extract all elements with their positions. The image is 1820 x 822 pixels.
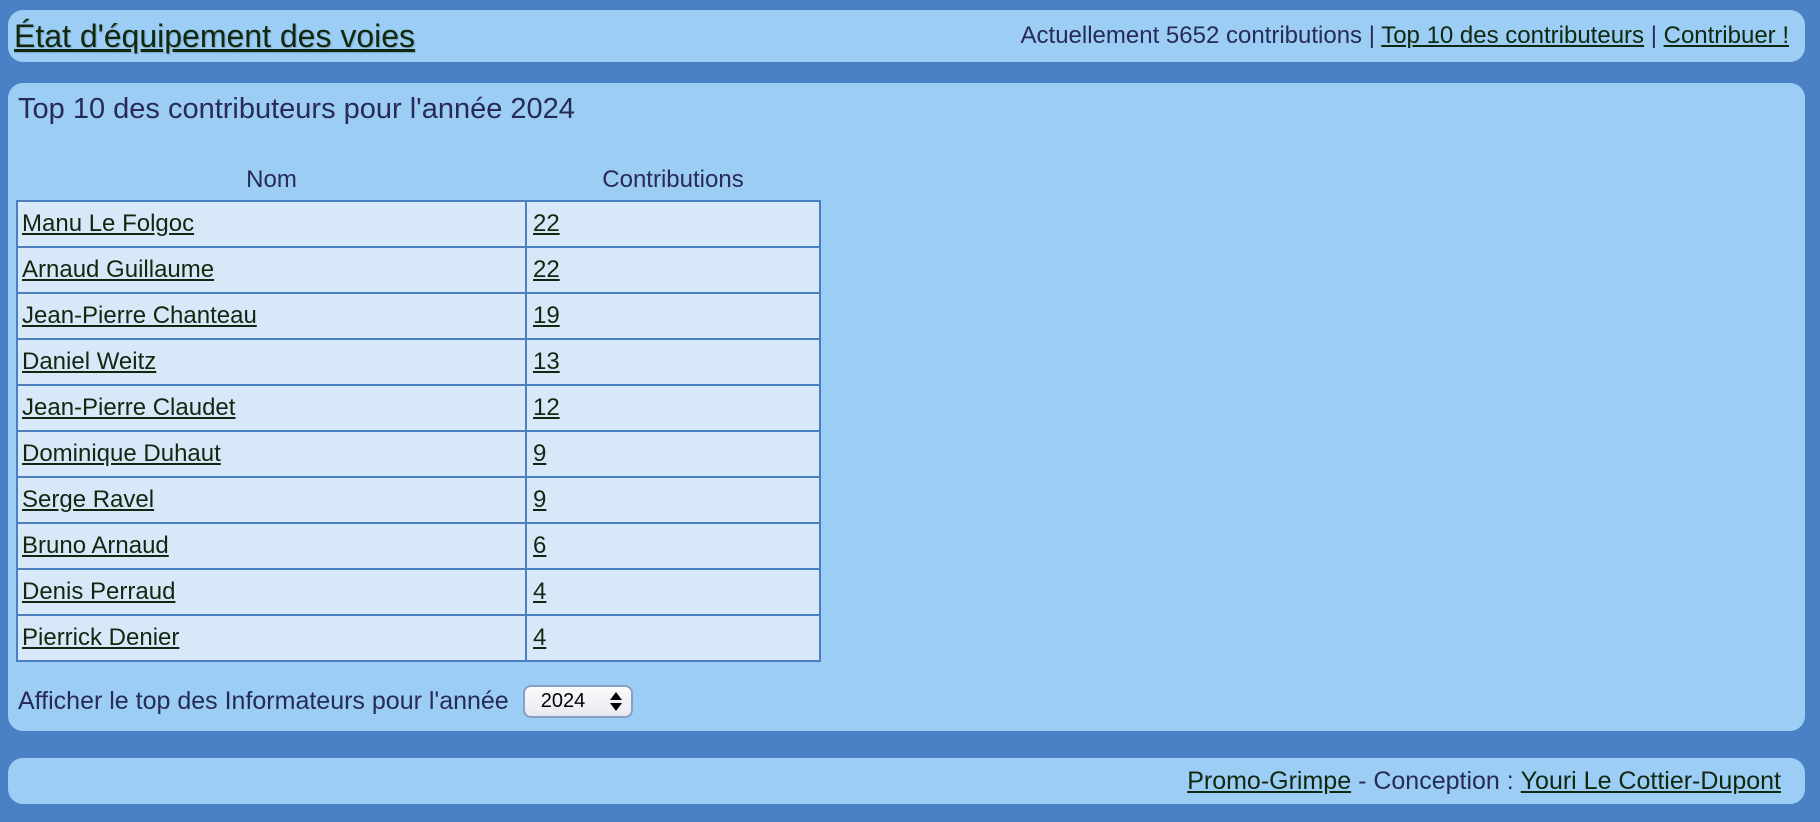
contributor-name-cell: Arnaud Guillaume [16, 246, 527, 294]
table-row: Denis Perraud 4 [16, 568, 821, 616]
contributor-name-cell: Bruno Arnaud [16, 522, 527, 570]
contributor-name-cell: Denis Perraud [16, 568, 527, 616]
contributions-count-text: Actuellement 5652 contributions [1020, 22, 1363, 49]
column-header-contributions: Contributions [602, 166, 744, 193]
contribution-count-cell: 22 [525, 200, 821, 248]
contribution-count-link[interactable]: 13 [533, 348, 560, 375]
contributor-name-cell: Jean-Pierre Chanteau [16, 292, 527, 340]
contributors-table: Nom Contributions Manu Le Folgoc 22 Arnaud… [16, 157, 821, 662]
contributor-name-link[interactable]: Denis Perraud [22, 578, 176, 605]
contribution-count-cell: 13 [525, 338, 821, 386]
select-stepper-icon [609, 692, 622, 711]
footer-conception-text: - Conception : [1351, 766, 1521, 795]
contribution-count-link[interactable]: 22 [533, 256, 560, 283]
contributor-name-link[interactable]: Serge Ravel [22, 486, 155, 513]
contributor-name-link[interactable]: Dominique Duhaut [22, 440, 221, 467]
contribution-count-link[interactable]: 19 [533, 302, 560, 329]
table-row: Manu Le Folgoc 22 [16, 200, 821, 248]
contribution-count-cell: 4 [525, 614, 821, 662]
contributor-name-link[interactable]: Manu Le Folgoc [22, 210, 195, 237]
table-row: Serge Ravel 9 [16, 476, 821, 524]
top10-contributors-link[interactable]: Top 10 des contributeurs [1381, 22, 1645, 49]
year-select-value: 2024 [540, 690, 586, 712]
main-panel: Top 10 des contributeurs pour l'année 20… [8, 83, 1805, 731]
contributor-name-link[interactable]: Jean-Pierre Claudet [22, 394, 236, 421]
contributor-name-link[interactable]: Pierrick Denier [22, 624, 180, 651]
contribution-count-link[interactable]: 4 [533, 624, 547, 651]
contributor-name-link[interactable]: Jean-Pierre Chanteau [22, 302, 257, 329]
header-bar: État d'équipement des voies Actuellement… [8, 10, 1805, 62]
contribution-count-cell: 12 [525, 384, 821, 432]
contribution-count-cell: 6 [525, 522, 821, 570]
contributor-name-cell: Manu Le Folgoc [16, 200, 527, 248]
contribution-count-link[interactable]: 9 [533, 440, 547, 467]
year-selector-row: Afficher le top des Informateurs pour l'… [18, 685, 1795, 718]
contribution-count-cell: 9 [525, 430, 821, 478]
contributor-name-cell: Daniel Weitz [16, 338, 527, 386]
year-selector-label: Afficher le top des Informateurs pour l'… [18, 687, 509, 715]
designer-link[interactable]: Youri Le Cottier-Dupont [1520, 766, 1781, 795]
contribution-count-cell: 22 [525, 246, 821, 294]
table-row: Jean-Pierre Chanteau 19 [16, 292, 821, 340]
header-nav: Actuellement 5652 contributions | Top 10… [1021, 22, 1789, 50]
contributor-name-link[interactable]: Bruno Arnaud [22, 532, 169, 559]
page-title: Top 10 des contributeurs pour l'année 20… [18, 93, 575, 125]
table-row: Jean-Pierre Claudet 12 [16, 384, 821, 432]
nav-separator: | [1368, 22, 1375, 49]
column-header-name: Nom [246, 166, 297, 193]
contribution-count-link[interactable]: 12 [533, 394, 560, 421]
promo-grimpe-link[interactable]: Promo-Grimpe [1187, 766, 1352, 795]
table-header-row: Nom Contributions [17, 157, 820, 201]
contributor-name-link[interactable]: Arnaud Guillaume [22, 256, 215, 283]
contribution-count-cell: 4 [525, 568, 821, 616]
site-title-link[interactable]: État d'équipement des voies [14, 17, 416, 54]
table-row: Dominique Duhaut 9 [16, 430, 821, 478]
year-select[interactable]: 2024 [522, 685, 633, 718]
contributor-name-cell: Dominique Duhaut [16, 430, 527, 478]
contribution-count-cell: 9 [525, 476, 821, 524]
contribution-count-link[interactable]: 6 [533, 532, 547, 559]
nav-separator: | [1650, 22, 1657, 49]
contribute-link[interactable]: Contribuer ! [1663, 22, 1789, 49]
contributor-name-cell: Pierrick Denier [16, 614, 527, 662]
contribution-count-cell: 19 [525, 292, 821, 340]
footer-bar: Promo-Grimpe - Conception : Youri Le Cot… [8, 758, 1805, 804]
contributor-name-link[interactable]: Daniel Weitz [22, 348, 157, 375]
contribution-count-link[interactable]: 4 [533, 578, 547, 605]
table-row: Daniel Weitz 13 [16, 338, 821, 386]
table-row: Arnaud Guillaume 22 [16, 246, 821, 294]
contributor-name-cell: Jean-Pierre Claudet [16, 384, 527, 432]
contribution-count-link[interactable]: 22 [533, 210, 560, 237]
table-row: Pierrick Denier 4 [16, 614, 821, 662]
contributor-name-cell: Serge Ravel [16, 476, 527, 524]
table-row: Bruno Arnaud 6 [16, 522, 821, 570]
contribution-count-link[interactable]: 9 [533, 486, 547, 513]
